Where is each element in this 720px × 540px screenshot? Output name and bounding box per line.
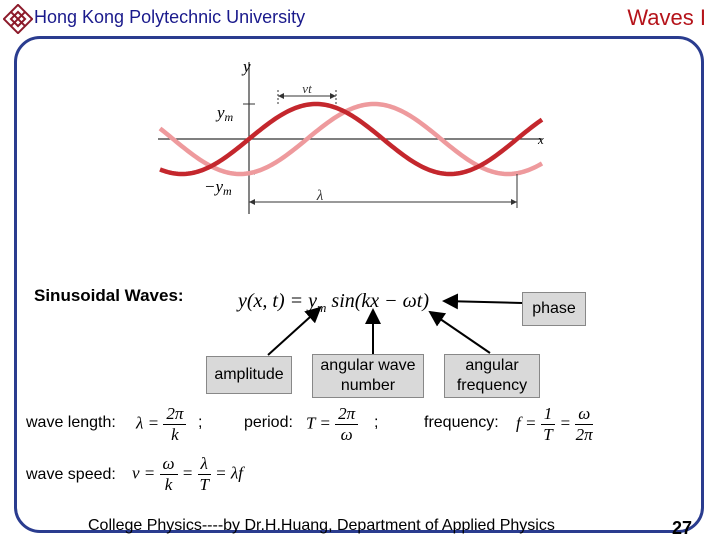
slide-title: Waves I (627, 5, 706, 30)
frequency-label: frequency: (424, 414, 499, 431)
separator: ; (374, 414, 379, 431)
x-axis-label: x (537, 132, 544, 147)
wave-equation: y(x, t) = ym sin(kx − ωt) (238, 290, 429, 315)
angular-frequency-arrow (428, 310, 491, 354)
angular-wave-number-label: angular wave number (312, 354, 424, 398)
university-logo-icon (3, 4, 33, 34)
section-label: Sinusoidal Waves: (34, 286, 184, 305)
angular-frequency-label: angular frequency (444, 354, 540, 398)
period-label: period: (244, 414, 293, 431)
wavelength-label: wave length: (26, 414, 116, 431)
amplitude-label: amplitude (206, 356, 292, 394)
period-formula: T = 2π ω (306, 404, 359, 445)
sinusoidal-wave-figure: vt λ y x ym −ym (158, 57, 544, 214)
amplitude-arrow (267, 306, 322, 356)
page-number: 27 (672, 518, 693, 538)
wavelength-label: λ (316, 188, 324, 204)
y-axis-label: y (241, 57, 251, 76)
phase-label: phase (522, 292, 586, 326)
wave-speed-label: wave speed: (26, 466, 116, 483)
institution-name: Hong Kong Polytechnic University (34, 7, 306, 27)
content-frame (14, 36, 704, 533)
phase-arrow (442, 293, 523, 310)
neg-ym-label: −ym (204, 177, 232, 198)
separator: ; (198, 414, 203, 431)
wavelength-formula: λ = 2π k (136, 404, 187, 445)
wave-curve (159, 101, 544, 177)
ym-label: ym (215, 103, 234, 124)
vt-label: vt (302, 81, 312, 96)
footer-credit: College Physics----by Dr.H.Huang, Depart… (88, 517, 555, 534)
slide-header (0, 0, 360, 40)
